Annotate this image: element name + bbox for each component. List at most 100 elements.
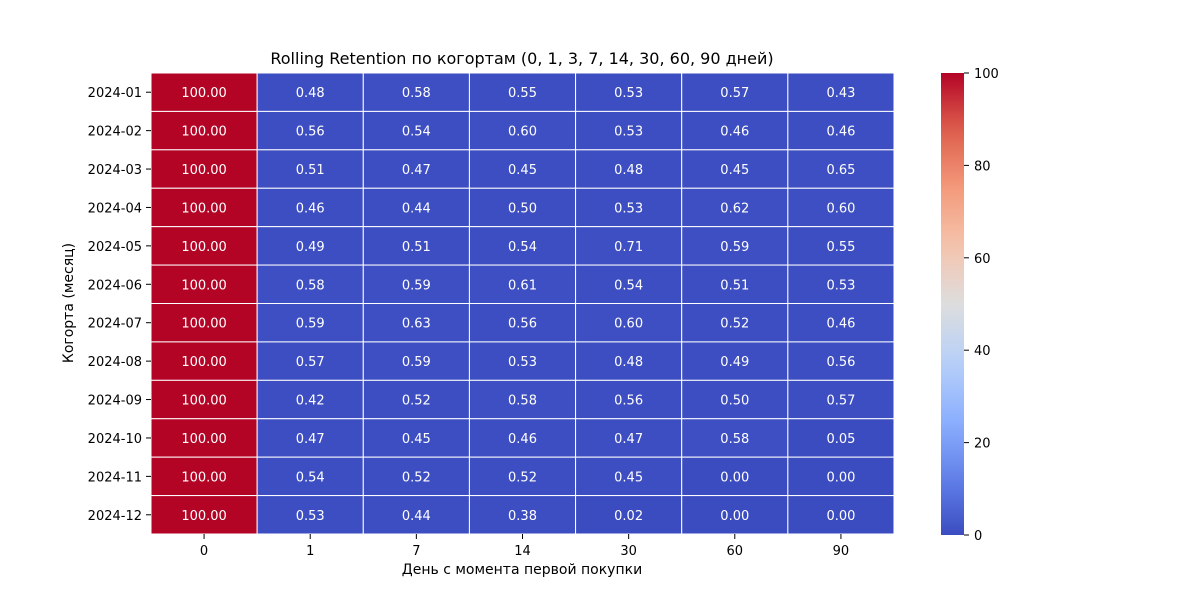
cell-value-label: 0.58	[402, 86, 431, 101]
cell-value-label: 0.53	[614, 86, 643, 101]
heatmap-cell	[362, 110, 470, 151]
heatmap-cell	[575, 341, 683, 381]
heatmap-cell	[575, 303, 683, 343]
cell-value-label: 0.58	[720, 432, 749, 447]
cell-value-label: 0.56	[508, 317, 537, 332]
heatmap-cell	[468, 303, 577, 343]
heatmap-cell	[575, 110, 683, 151]
colorbar-tick-label: 60	[974, 252, 991, 267]
cell-value-label: 0.52	[720, 317, 749, 332]
cell-value-label: 0.57	[826, 394, 855, 409]
cell-value-label: 0.52	[402, 394, 431, 409]
cell-value-label: 0.00	[826, 470, 855, 485]
heatmap-cell	[787, 303, 895, 343]
cell-value-label: 100.00	[181, 509, 227, 524]
y-axis: 2024-01 2024-02 2024-03 2024-04 2024-05 2024-…	[88, 86, 151, 524]
cell-value-label: 0.53	[826, 278, 855, 293]
cell-value-label: 0.44	[402, 509, 431, 524]
heatmap-cell	[150, 226, 258, 266]
cell-value-label: 0.50	[720, 394, 749, 409]
cell-value-label: 0.47	[402, 163, 431, 178]
cell-value-label: 0.47	[614, 432, 643, 447]
heatmap-cell	[468, 264, 577, 305]
cell-value-label: 0.38	[508, 509, 537, 524]
heatmap-cell	[575, 379, 683, 420]
cell-value-label: 0.53	[614, 125, 643, 140]
heatmap-cell	[787, 110, 895, 151]
cell-value-label: 100.00	[181, 355, 227, 370]
cell-value-label: 0.60	[826, 201, 855, 216]
cell-value-label: 0.55	[826, 240, 855, 255]
cell-value-label: 0.48	[614, 163, 643, 178]
cell-value-label: 0.56	[826, 355, 855, 370]
cell-value-label: 0.58	[508, 394, 537, 409]
heatmap-cells	[150, 72, 895, 535]
heatmap-cell	[681, 341, 789, 381]
cell-value-label: 0.54	[296, 470, 325, 485]
x-tick-label: 14	[514, 544, 531, 559]
x-tick-label: 7	[412, 544, 420, 559]
y-tick-label: 2024-09	[88, 394, 142, 409]
heatmap-cell	[256, 456, 364, 497]
colorbar-gradient	[941, 73, 964, 535]
y-tick-label: 2024-12	[88, 509, 142, 524]
heatmap-cell	[468, 341, 577, 381]
cell-value-label: 0.42	[296, 394, 325, 409]
y-tick-label: 2024-07	[88, 317, 142, 332]
cell-value-label: 100.00	[181, 163, 227, 178]
y-tick-label: 2024-01	[88, 86, 142, 101]
cell-value-label: 0.48	[296, 86, 325, 101]
cell-value-label: 0.57	[296, 355, 325, 370]
cell-value-label: 100.00	[181, 470, 227, 485]
cell-value-label: 0.54	[508, 240, 537, 255]
cell-value-label: 0.52	[508, 470, 537, 485]
cell-value-label: 0.47	[296, 432, 325, 447]
heatmap-cell	[468, 149, 577, 189]
cell-value-label: 100.00	[181, 125, 227, 140]
cell-value-label: 100.00	[181, 201, 227, 216]
colorbar-tick-label: 80	[974, 159, 991, 174]
heatmap-cell	[362, 226, 470, 266]
cell-value-label: 0.60	[508, 125, 537, 140]
cell-value-label: 0.45	[614, 470, 643, 485]
heatmap-cell	[256, 149, 364, 189]
y-tick-label: 2024-08	[88, 355, 142, 370]
cell-value-label: 0.48	[614, 355, 643, 370]
cell-value-label: 100.00	[181, 278, 227, 293]
heatmap-cell	[362, 72, 470, 112]
heatmap-cell	[787, 264, 895, 305]
cell-value-label: 0.46	[720, 125, 749, 140]
heatmap-cell	[150, 187, 258, 228]
y-tick-label: 2024-03	[88, 163, 142, 178]
y-tick-label: 2024-06	[88, 278, 142, 293]
heatmap-cell	[150, 418, 258, 458]
cell-value-label: 0.44	[402, 201, 431, 216]
cell-value-label: 100.00	[181, 432, 227, 447]
x-axis-label: День с момента первой покупки	[402, 562, 642, 578]
cell-value-label: 0.56	[614, 394, 643, 409]
heatmap-cell	[362, 379, 470, 420]
cell-value-label: 0.54	[402, 125, 431, 140]
colorbar-tick-label: 100	[974, 67, 999, 82]
heatmap-cell	[256, 264, 364, 305]
y-tick-label: 2024-10	[88, 432, 142, 447]
heatmap-cell	[575, 456, 683, 497]
cell-value-label: 0.46	[826, 125, 855, 140]
heatmap-cell	[468, 418, 577, 458]
cell-value-label: 100.00	[181, 317, 227, 332]
heatmap-cell	[150, 264, 258, 305]
cell-value-label: 0.46	[296, 201, 325, 216]
heatmap-cell	[362, 456, 470, 497]
x-tick-label: 30	[620, 544, 637, 559]
cell-value-label: 0.63	[402, 317, 431, 332]
cell-value-label: 0.05	[826, 432, 855, 447]
cell-value-label: 0.49	[720, 355, 749, 370]
colorbar-tick-label: 20	[974, 437, 991, 452]
cell-value-label: 0.62	[720, 201, 749, 216]
heatmap-cell	[681, 418, 789, 458]
heatmap-cell	[150, 495, 258, 535]
x-tick-label: 90	[833, 544, 850, 559]
x-axis: 0 1 7 14 30 60 90	[200, 534, 849, 559]
cell-value-label: 0.43	[826, 86, 855, 101]
heatmap-cell	[362, 418, 470, 458]
